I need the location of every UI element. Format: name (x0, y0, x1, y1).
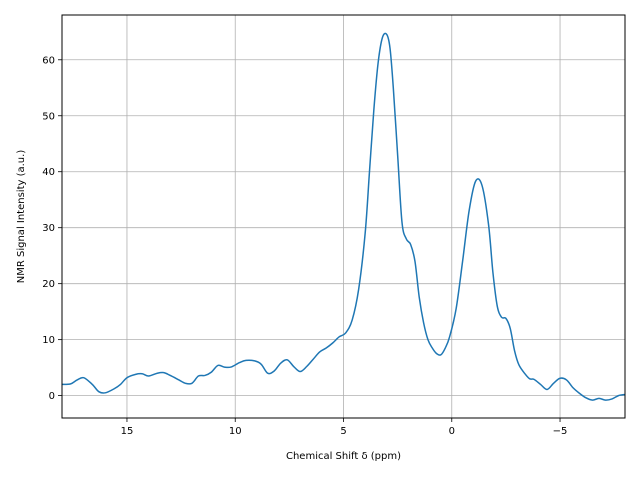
x-tick-label: 10 (229, 426, 242, 437)
series-layer (62, 32, 625, 401)
x-axis-title: Chemical Shift δ (ppm) (286, 451, 401, 462)
grid (62, 15, 625, 418)
x-axis: 15 10 5 0 −5 (121, 418, 568, 437)
x-tick-label: 0 (449, 426, 455, 437)
y-axis: 0 10 20 30 40 50 60 (42, 55, 62, 402)
y-axis-title: NMR Signal Intensity (a.u.) (16, 150, 27, 284)
y-tick-label: 10 (42, 335, 55, 346)
x-tick-label: 15 (121, 426, 134, 437)
series-line-0 (62, 32, 625, 401)
x-tick-label: −5 (553, 426, 568, 437)
y-tick-label: 20 (42, 279, 55, 290)
y-tick-label: 50 (42, 111, 55, 122)
y-tick-label: 30 (42, 223, 55, 234)
y-tick-label: 60 (42, 55, 55, 66)
y-tick-label: 0 (49, 391, 55, 402)
y-tick-label: 40 (42, 167, 55, 178)
x-tick-label: 5 (340, 426, 346, 437)
